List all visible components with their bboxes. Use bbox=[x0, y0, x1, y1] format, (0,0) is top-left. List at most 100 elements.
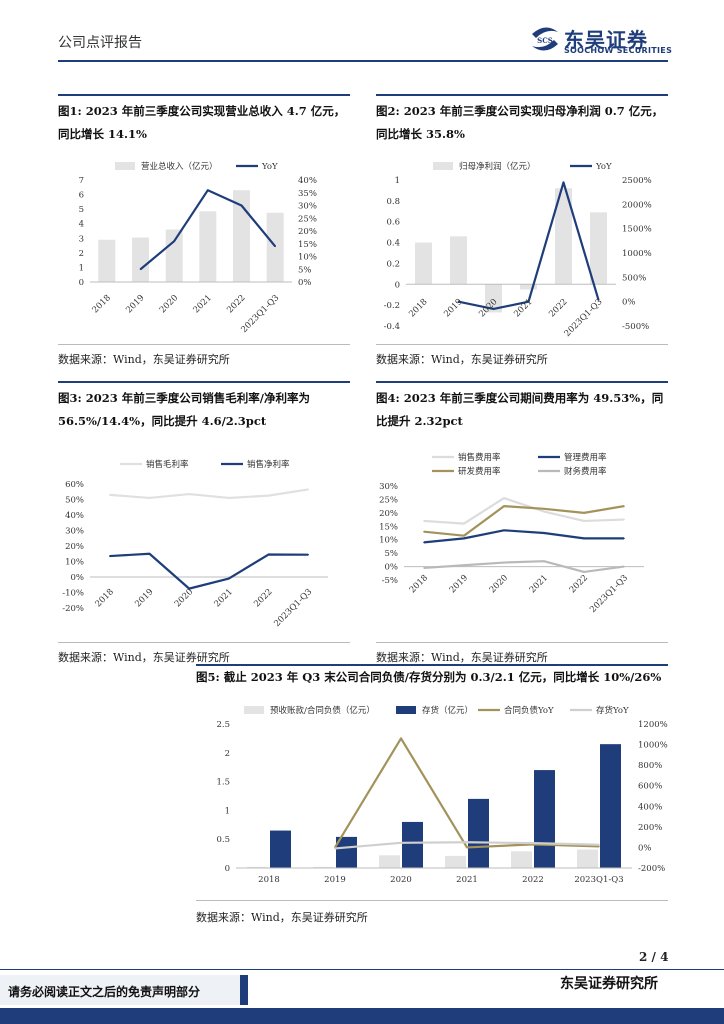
fig4-point-2-1 bbox=[463, 534, 465, 537]
fig3-source: 数据来源：Wind，东吴证券研究所 bbox=[58, 651, 230, 664]
fig2-y2tick-6: 2500% bbox=[622, 176, 652, 186]
fig3-bottom-rule bbox=[58, 642, 350, 643]
fig3-point-0-0 bbox=[109, 494, 111, 496]
fig1-bar-0-1 bbox=[132, 237, 149, 282]
fig3-ytick-7: 50% bbox=[65, 496, 84, 506]
fig2-y2tick-2: 500% bbox=[622, 273, 646, 283]
fig1-ytick-2: 2 bbox=[79, 249, 84, 259]
footer-rule bbox=[0, 969, 724, 970]
fig4-point-3-2 bbox=[503, 561, 505, 564]
fig1-top-rule bbox=[58, 94, 350, 96]
fig1-xtick-3: 2021 bbox=[192, 293, 214, 315]
fig3-ytick-6: 40% bbox=[65, 511, 84, 521]
fig5-bar-0-0 bbox=[247, 866, 268, 868]
fig4-line-0 bbox=[423, 496, 625, 525]
fig1-chart: 0 1 2 3 4 5 6 7 0% 5% 10% 15% 20% 25% 30% 35% 40% 2018 201… bbox=[79, 161, 317, 335]
fig4-source: 数据来源：Wind，东吴证券研究所 bbox=[376, 651, 548, 664]
fig5-chart: 0 0.5 1 1.5 2 2.5 -200% 0% 200% 400% 600% 800% 1000%… bbox=[216, 705, 668, 885]
fig1-point-1-1 bbox=[139, 268, 142, 271]
fig4-point-1-0 bbox=[423, 541, 425, 544]
page-number: 2 / 4 bbox=[639, 950, 669, 964]
fig4-xtick-1: 2019 bbox=[448, 573, 470, 595]
fig1-source: 数据来源：Wind，东吴证券研究所 bbox=[58, 353, 230, 366]
logo-mark-icon: SCS bbox=[532, 27, 558, 51]
fig4-chart: -5% 0% 5% 10% 15% 20% 25% 30% 2018 2019 2020 2021 20… bbox=[379, 452, 644, 615]
fig5-legend-swatch-0 bbox=[244, 706, 264, 714]
fig4-title-line2: 比提升 2.32pct bbox=[376, 414, 463, 428]
fig5-point-3-5 bbox=[598, 843, 600, 846]
fig4-point-2-5 bbox=[623, 505, 625, 507]
fig4-point-0-5 bbox=[623, 518, 625, 521]
fig4-point-1-2 bbox=[503, 529, 505, 532]
fig2-xtick-3: 2021 bbox=[512, 297, 534, 319]
fig2-ytick-6: 0.8 bbox=[386, 197, 400, 207]
fig1-legend-label-0: 营业总收入（亿元） bbox=[141, 161, 218, 172]
fig4-ytick-3: 10% bbox=[379, 536, 398, 546]
fig3-line-0 bbox=[109, 488, 309, 500]
fig1-y2tick-1: 5% bbox=[298, 265, 312, 275]
fig5-point-2-5 bbox=[598, 845, 600, 848]
fig5-ytick-5: 2.5 bbox=[216, 720, 230, 730]
fig2-top-rule bbox=[376, 94, 668, 96]
fig4-point-3-5 bbox=[623, 565, 625, 568]
fig2-bar-0-4 bbox=[555, 188, 572, 285]
fig2-y2tick-1: 0% bbox=[622, 298, 636, 308]
fig3-point-1-0 bbox=[109, 555, 111, 557]
fig3-xtick-1: 2019 bbox=[133, 587, 155, 609]
fig1-legend-label-1: YoY bbox=[261, 162, 278, 172]
fig1-xtick-1: 2019 bbox=[124, 293, 146, 315]
fig3-point-0-1 bbox=[148, 497, 151, 499]
fig5-bar-1-3 bbox=[468, 798, 489, 868]
fig2-point-1-5 bbox=[597, 299, 600, 301]
fig5-bar-0-5 bbox=[577, 849, 598, 868]
fig4-bottom-rule bbox=[376, 642, 668, 643]
fig5-xtick-3: 2021 bbox=[456, 875, 478, 885]
fig5-y2tick-0: -200% bbox=[638, 864, 665, 874]
fig4-xtick-0: 2018 bbox=[408, 573, 430, 595]
fig5-bar-0-2 bbox=[379, 855, 400, 868]
fig1-bar-0-5 bbox=[266, 212, 284, 282]
fig4-xtick-2: 2020 bbox=[488, 573, 510, 595]
fig3-legend-label-1: 销售净利率 bbox=[247, 459, 290, 470]
fig3-point-1-2 bbox=[188, 587, 190, 590]
fig4-legend-label-2: 研发费用率 bbox=[458, 466, 501, 477]
fig3-xtick-0: 2018 bbox=[94, 587, 116, 609]
fig2-y2tick-0: -500% bbox=[622, 322, 649, 332]
fig1-y2tick-3: 15% bbox=[298, 240, 317, 250]
fig2-bar-0-3 bbox=[520, 284, 537, 290]
fig2-xtick-5: 2023Q1-Q3 bbox=[563, 297, 605, 339]
fig4-line-3 bbox=[423, 560, 625, 574]
fig5-ytick-4: 2 bbox=[225, 749, 230, 759]
fig2-point-1-2 bbox=[492, 308, 495, 310]
fig1-point-1-5 bbox=[274, 245, 276, 248]
fig3-point-1-4 bbox=[267, 553, 270, 556]
fig4-point-3-4 bbox=[583, 571, 585, 573]
fig4-point-2-0 bbox=[423, 530, 425, 533]
fig1-title-line2: 同比增长 14.1% bbox=[58, 127, 147, 141]
fig5-title: 图5: 截止 2023 年 Q3 末公司合同负债/存货分别为 0.3/2.1 亿… bbox=[196, 670, 662, 684]
fig5-xtick-2: 2020 bbox=[390, 875, 412, 885]
fig2-source: 数据来源：Wind，东吴证券研究所 bbox=[376, 353, 548, 366]
fig3-point-1-5 bbox=[307, 553, 309, 556]
fig5-xtick-1: 2019 bbox=[324, 875, 346, 885]
fig2-title: 图2: 2023 年前三季度公司实现归母净利润 0.7 亿元， 同比增长 35.… bbox=[376, 100, 676, 146]
fig4-point-1-3 bbox=[543, 532, 545, 534]
fig5-ytick-1: 0.5 bbox=[216, 835, 230, 845]
fig5-ytick-0: 0 bbox=[225, 864, 230, 874]
fig2-bar-0-5 bbox=[590, 212, 607, 285]
fig2-ytick-3: 0.2 bbox=[386, 259, 400, 269]
fig5-y2tick-6: 1000% bbox=[638, 741, 668, 751]
fig5-bar-0-4 bbox=[511, 851, 532, 868]
fig1-y2tick-2: 10% bbox=[298, 253, 317, 263]
fig5-legend-label-1: 存货（亿元） bbox=[422, 705, 473, 716]
fig3-title-line1: 图3: 2023 年前三季度公司销售毛利率/净利率为 bbox=[58, 391, 310, 405]
fig3-xtick-4: 2022 bbox=[252, 587, 274, 609]
fig1-ytick-7: 7 bbox=[79, 176, 84, 186]
fig2-xtick-4: 2022 bbox=[547, 297, 569, 319]
fig3-legend-label-0: 销售毛利率 bbox=[146, 459, 189, 470]
fig3-title-line2: 56.5%/14.4%，同比提升 4.6/2.3pct bbox=[58, 414, 267, 428]
fig3-point-0-2 bbox=[188, 493, 190, 495]
fig1-ytick-1: 1 bbox=[79, 263, 84, 273]
fig4-point-2-3 bbox=[543, 508, 545, 510]
fig4-xtick-4: 2022 bbox=[568, 573, 590, 595]
